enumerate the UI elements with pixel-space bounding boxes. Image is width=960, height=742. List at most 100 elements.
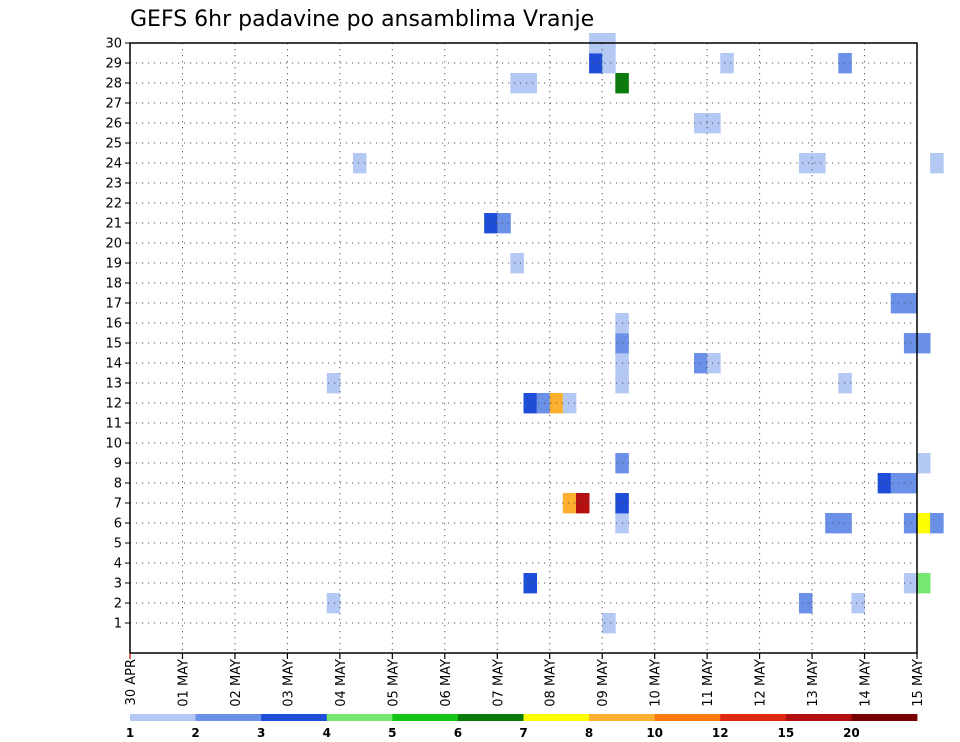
x-tick-label: 13 MAY	[806, 659, 821, 707]
y-tick-label: 14	[105, 357, 122, 372]
x-tick-label: 30 APR	[124, 659, 139, 705]
y-tick-label: 22	[105, 197, 122, 212]
legend-swatch	[654, 714, 721, 721]
y-tick-label: 11	[105, 417, 122, 432]
x-tick-label: 01 MAY	[177, 659, 192, 707]
data-cell	[589, 53, 603, 74]
y-tick-label: 3	[114, 577, 122, 592]
data-cell	[523, 393, 538, 414]
y-tick-label: 23	[105, 177, 122, 192]
legend-label: 7	[519, 726, 527, 740]
legend-swatch	[457, 714, 524, 721]
x-tick-label: 03 MAY	[281, 659, 296, 707]
data-cell	[510, 73, 524, 94]
x-tick-label: 02 MAY	[229, 659, 244, 707]
legend-label: 4	[323, 726, 331, 740]
data-cell	[917, 513, 931, 534]
y-tick-label: 28	[105, 77, 122, 92]
y-tick-label: 17	[105, 297, 122, 312]
x-tick-label: 14 MAY	[859, 659, 874, 707]
legend-label: 6	[454, 726, 462, 740]
legend-swatch	[392, 714, 459, 721]
data-cell	[602, 53, 616, 74]
legend-label: 1	[126, 726, 134, 740]
legend-swatch	[785, 714, 852, 721]
y-tick-label: 15	[105, 337, 122, 352]
data-cell	[812, 153, 826, 174]
chart-title: GEFS 6hr padavine po ansamblima Vranje	[130, 7, 594, 32]
y-tick-label: 21	[105, 217, 122, 232]
data-cell	[510, 253, 524, 274]
data-cell	[707, 113, 721, 134]
legend-label: 3	[257, 726, 265, 740]
y-tick-label: 12	[105, 397, 122, 412]
y-tick-label: 1	[114, 617, 122, 632]
y-tick-label: 4	[114, 557, 122, 572]
legend-swatch	[589, 714, 656, 721]
y-tick-label: 25	[105, 137, 122, 152]
data-cell	[352, 153, 367, 174]
legend-swatch	[720, 714, 787, 721]
x-tick-label: 08 MAY	[544, 659, 559, 707]
y-tick-label: 13	[105, 377, 122, 392]
data-cell	[798, 593, 813, 614]
legend-label: 5	[388, 726, 396, 740]
data-cell	[720, 53, 734, 74]
legend-label: 12	[712, 726, 729, 740]
legend-label: 10	[646, 726, 663, 740]
y-tick-label: 18	[105, 277, 122, 292]
data-cell	[798, 153, 813, 174]
x-tick-label: 07 MAY	[491, 659, 506, 707]
legend-swatch	[261, 714, 328, 721]
data-cell	[851, 593, 865, 614]
legend-swatch	[130, 714, 196, 721]
y-tick-label: 29	[105, 57, 122, 72]
data-cell	[536, 393, 551, 414]
data-cell	[523, 73, 538, 94]
grid-lines	[130, 42, 917, 653]
data-cell	[326, 373, 341, 394]
y-tick-label: 2	[114, 597, 122, 612]
y-tick-label: 10	[105, 437, 122, 452]
y-tick-label: 9	[114, 457, 122, 472]
legend-swatch	[195, 714, 262, 721]
legend-label: 2	[191, 726, 199, 740]
y-tick-label: 8	[114, 477, 122, 492]
y-axis-ticks: 1234567891011121314151617181920212223242…	[105, 37, 130, 632]
y-tick-label: 6	[114, 517, 122, 532]
legend-swatch	[851, 714, 918, 721]
legend-swatch	[326, 714, 393, 721]
x-tick-label: 15 MAY	[911, 659, 926, 707]
x-tick-label: 11 MAY	[701, 659, 716, 707]
data-cell	[575, 493, 590, 514]
y-tick-label: 27	[105, 97, 122, 112]
x-tick-label: 12 MAY	[754, 659, 769, 707]
x-tick-label: 06 MAY	[439, 659, 454, 707]
data-cell	[562, 493, 577, 514]
data-cell	[890, 473, 905, 494]
y-tick-label: 19	[105, 257, 122, 272]
data-cell	[825, 513, 839, 534]
data-cell	[877, 473, 892, 494]
data-cell	[890, 293, 905, 314]
y-tick-label: 5	[114, 537, 122, 552]
plot-frame	[129, 42, 918, 654]
data-cell	[562, 393, 577, 414]
x-tick-label: 09 MAY	[596, 659, 611, 707]
x-tick-label: 10 MAY	[649, 659, 664, 707]
y-tick-label: 7	[114, 497, 122, 512]
data-cell	[497, 213, 511, 234]
data-cell	[917, 333, 931, 354]
data-cell	[917, 573, 931, 594]
x-tick-label: 04 MAY	[334, 659, 349, 707]
data-cell	[326, 593, 341, 614]
data-cell	[707, 353, 721, 374]
x-tick-label: 05 MAY	[386, 659, 401, 707]
data-cell	[602, 613, 616, 634]
legend-label: 20	[843, 726, 860, 740]
legend-swatch	[523, 714, 590, 721]
y-tick-label: 26	[105, 117, 122, 132]
data-cell	[917, 453, 931, 474]
color-legend: 1 2 3 4 5 6 7 8 10 12 15 20	[126, 714, 918, 740]
